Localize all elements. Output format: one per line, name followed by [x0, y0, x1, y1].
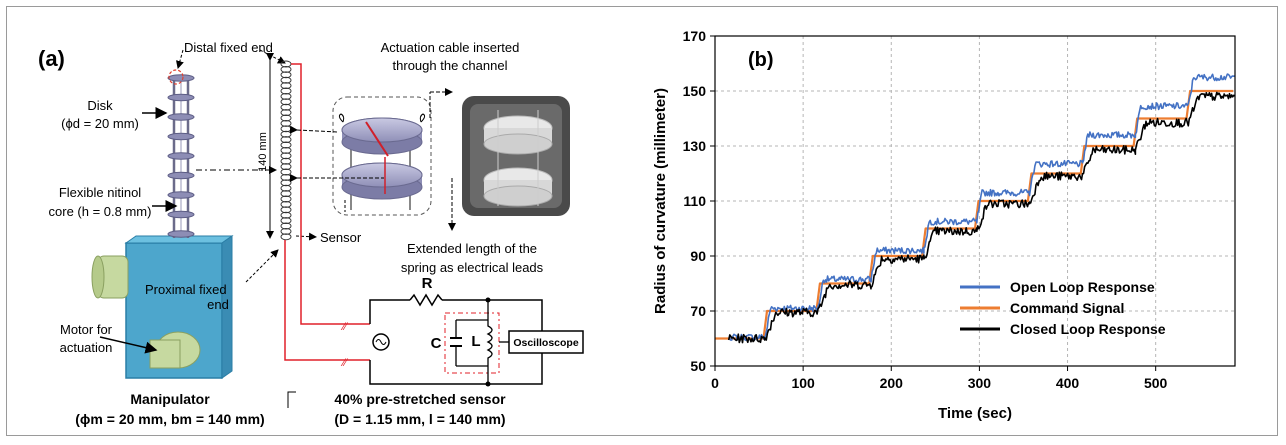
disk-label: Disk [87, 98, 113, 113]
prestretched-label-1: 40% pre-stretched sensor [334, 391, 506, 407]
svg-text:∕∕: ∕∕ [340, 357, 349, 369]
x-axis-label: Time (sec) [938, 405, 1012, 422]
inductor [486, 320, 493, 366]
disk [167, 113, 195, 121]
disk [167, 210, 195, 219]
resistor [409, 293, 443, 307]
disk [167, 152, 195, 160]
actuation-label-2: through the channel [393, 58, 508, 73]
actuation-label-1: Actuation cable inserted [381, 40, 520, 55]
svg-text:actuation: actuation [60, 340, 113, 355]
proximal-end-label: Proximal fixed [145, 282, 227, 297]
panel-b-label: (b) [748, 49, 774, 71]
y-tick-label: 130 [683, 138, 707, 154]
x-tick-label: 500 [1144, 375, 1168, 391]
y-tick-label: 150 [683, 83, 707, 99]
disk-stack [167, 74, 195, 238]
oscilloscope-label: Oscilloscope [513, 337, 579, 349]
legend: Open Loop Response Command Signal Closed L… [960, 279, 1166, 337]
extended-label-1: Extended length of the [407, 241, 537, 256]
disk-diameter-label: (ϕd = 20 mm) [61, 116, 139, 131]
y-tick-label: 90 [690, 248, 706, 264]
svg-text:∕∕: ∕∕ [340, 321, 349, 333]
y-tick-label: 110 [683, 193, 706, 209]
x-tick-label: 0 [711, 375, 719, 391]
sensor-tank-box [444, 312, 500, 374]
distal-end-label: Distal fixed end [184, 40, 273, 55]
series-group [715, 73, 1236, 344]
svg-text:end: end [207, 297, 229, 312]
y-tick-label: 170 [683, 28, 707, 44]
lc-circuit: R C L Oscilloscope ∕∕ ∕∕ [340, 275, 584, 387]
inductor-label: L [471, 333, 480, 350]
y-tick-label: 70 [690, 303, 706, 319]
panel-a: (a) Distal fixed end Disk (ϕd = 20 mm) F… [38, 40, 584, 427]
distal-end-marker [168, 69, 184, 85]
length-label: 140 mm [257, 132, 269, 172]
manipulator-label: Manipulator [130, 391, 210, 407]
axis-ticks: 0 100 200 300 400 500 50 70 90 110 130 150 170 [683, 28, 1168, 391]
disk [167, 132, 195, 141]
y-axis-label: Radius of curvature (millimeter) [652, 88, 669, 314]
panel-b-chart: 0 100 200 300 400 500 50 70 90 110 130 150 170 (b) T… [652, 28, 1236, 422]
lead-wire-bottom [284, 240, 370, 361]
manipulator-illustration [91, 69, 234, 379]
legend-label: Command Signal [1010, 300, 1124, 316]
lead-wire-top [291, 63, 370, 325]
disk [167, 191, 195, 199]
disk [167, 93, 195, 102]
panel-a-label: (a) [38, 46, 65, 71]
series-line-closed-loop-response [727, 91, 1236, 344]
disk [167, 74, 195, 82]
oscilloscope-box [508, 330, 584, 354]
x-tick-label: 200 [880, 375, 904, 391]
extended-label-2: spring as electrical leads [401, 260, 544, 275]
disk-closeup [289, 88, 456, 231]
x-tick-label: 300 [968, 375, 992, 391]
sensor-label: Sensor [320, 230, 362, 245]
series-line-command-signal [715, 89, 1234, 340]
actuation-cable [365, 121, 389, 157]
sensor-photo [462, 96, 570, 216]
manipulator-side [221, 235, 233, 379]
y-tick-label: 50 [690, 358, 706, 374]
x-tick-label: 400 [1056, 375, 1080, 391]
nitinol-label: Flexible nitinol [59, 185, 141, 200]
coil-sensor [280, 60, 292, 241]
figure-frame [6, 6, 1278, 436]
manipulator-dims-label: (ϕm = 20 mm, bm = 140 mm) [75, 411, 264, 427]
motor-label: Motor for [60, 322, 113, 337]
x-tick-label: 100 [791, 375, 815, 391]
resistor-label: R [422, 275, 433, 292]
prestretched-label-2: (D = 1.15 mm, l = 140 mm) [334, 411, 505, 427]
disk [167, 171, 195, 180]
capacitor-label: C [431, 335, 442, 352]
disk [167, 230, 195, 238]
legend-label: Closed Loop Response [1010, 321, 1166, 337]
series-line-open-loop-response [727, 73, 1235, 341]
legend-label: Open Loop Response [1010, 279, 1155, 295]
nitinol-thickness-label: core (h = 0.8 mm) [49, 204, 152, 219]
